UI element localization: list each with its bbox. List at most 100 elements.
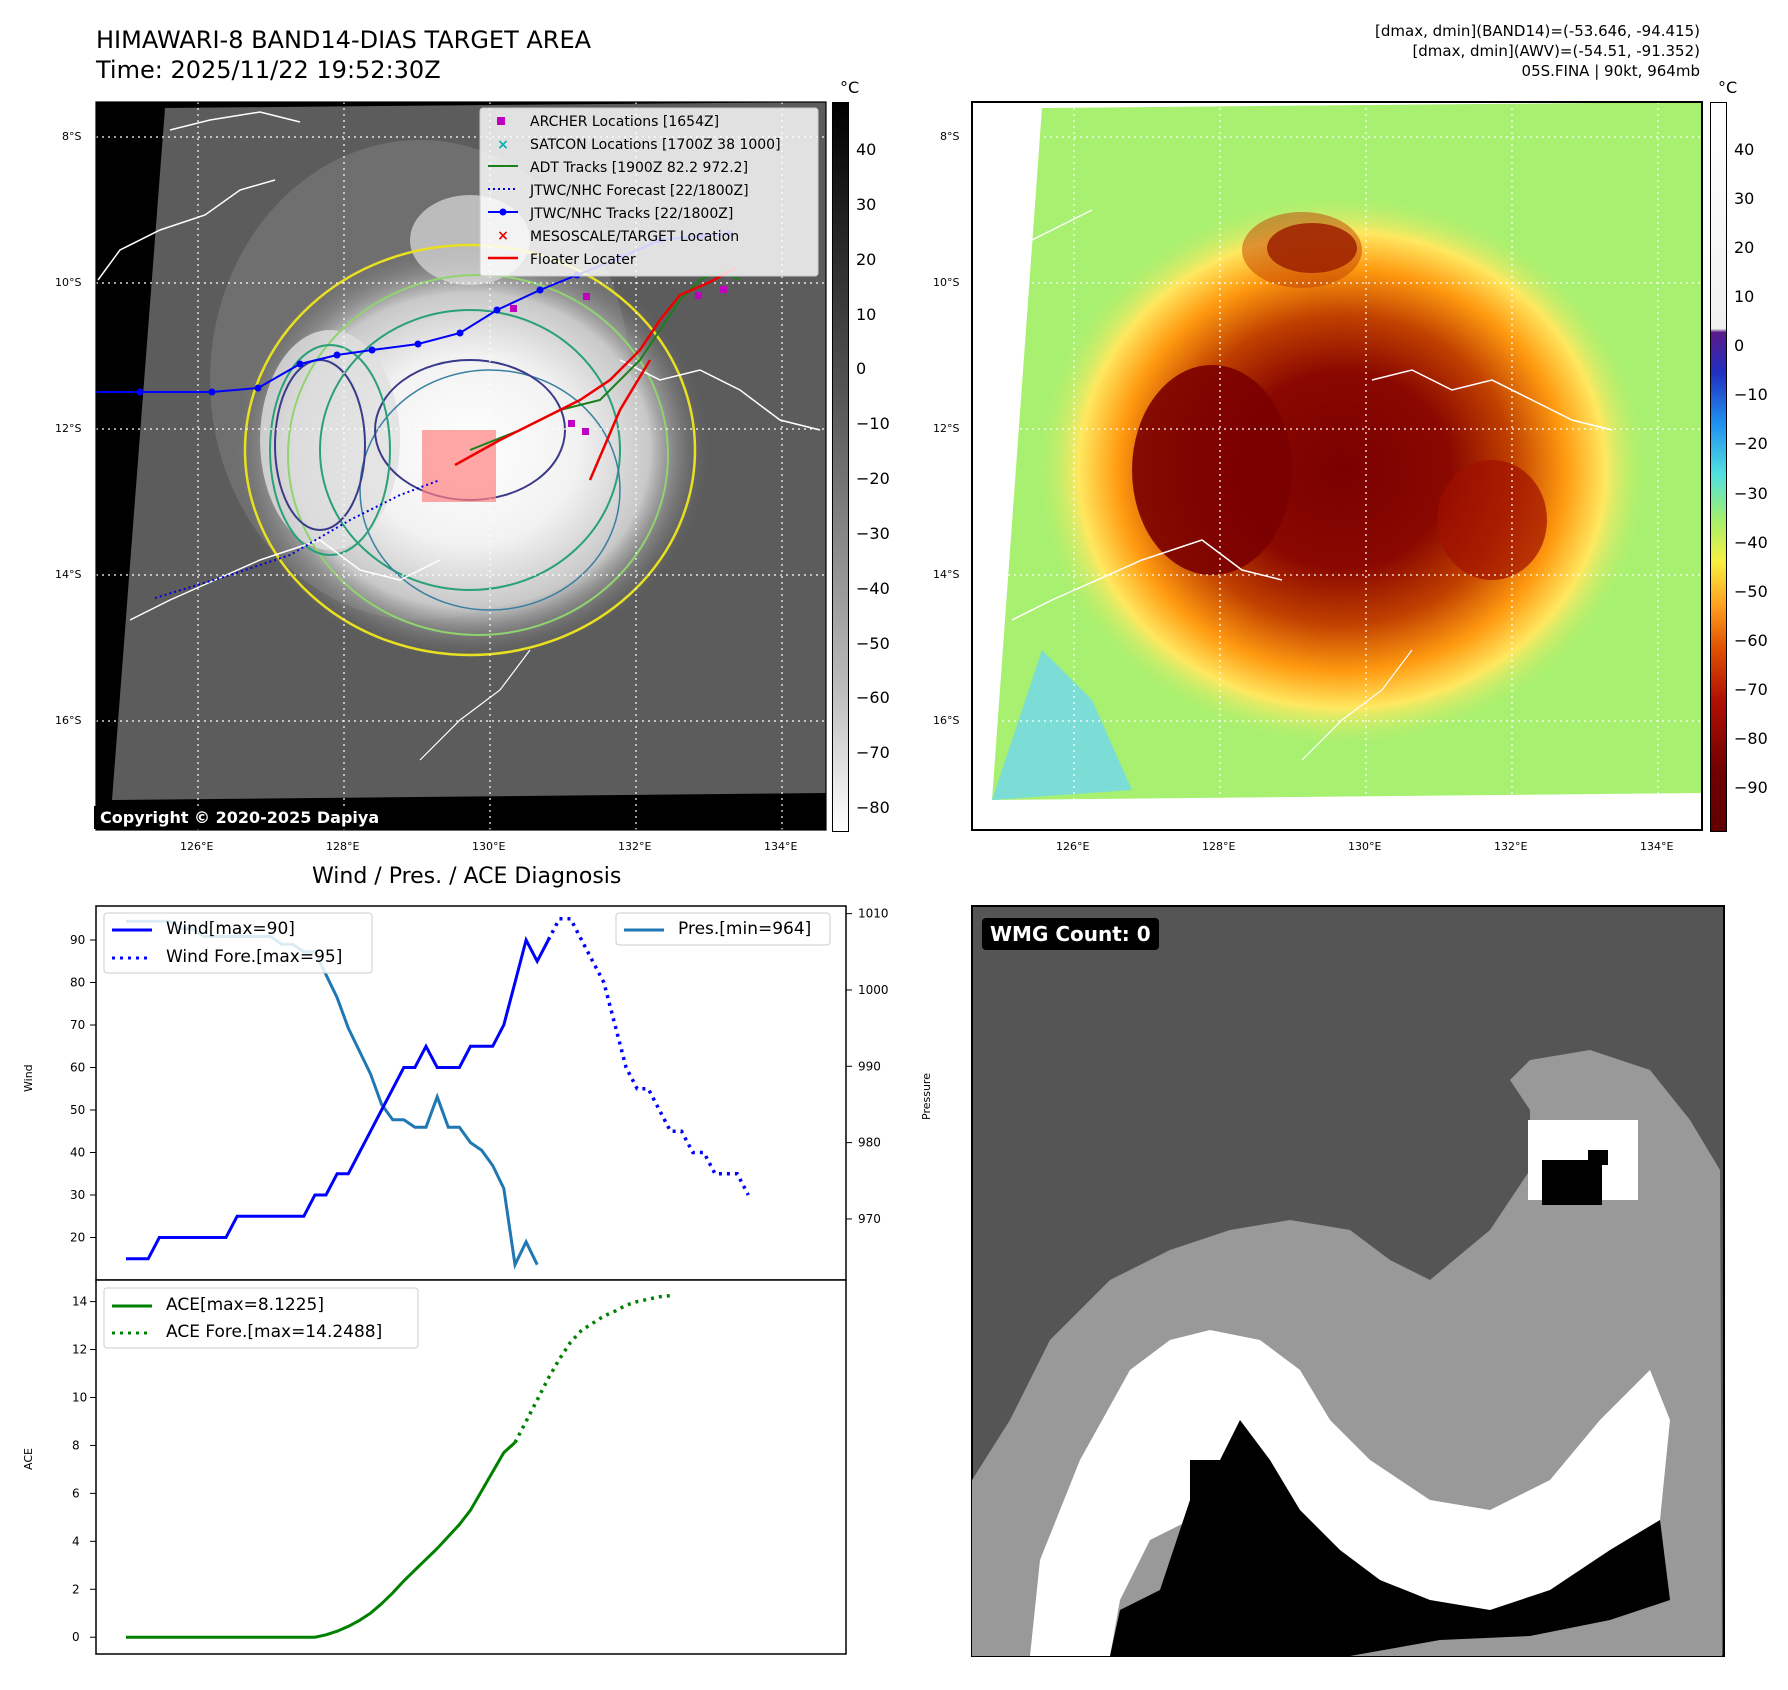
- legend-archer-marker: [497, 117, 505, 125]
- colorbar-tick: −80: [856, 798, 890, 817]
- wind-tick-label: 70: [70, 1018, 85, 1032]
- pressure-tick-label: 970: [858, 1212, 881, 1226]
- copyright-label: Copyright © 2020-2025 Dapiya: [94, 806, 386, 829]
- map-legend: [479, 107, 819, 277]
- legend-label-forecast: JTWC/NHC Forecast [22/1800Z]: [530, 183, 749, 199]
- colorbar-tick: −50: [856, 633, 890, 653]
- pressure-axis-label: Pressure: [920, 1073, 933, 1120]
- lat-tick-left: 16°S: [55, 714, 82, 727]
- colorbar-gray-unit: °C: [840, 78, 860, 97]
- legend-wind-fore-label: Wind Fore.[max=95]: [166, 947, 343, 967]
- ace-legend: [103, 1287, 419, 1349]
- coastline-right: [981, 209, 1093, 281]
- ace-tick-label: 12: [72, 1343, 87, 1357]
- wind-tick-label: 30: [70, 1188, 85, 1202]
- wind-series-line: [126, 935, 550, 1261]
- ace-forecast-series-line: [513, 1293, 671, 1444]
- wind-legend: [103, 912, 373, 974]
- colorbar-tick: 40: [1734, 140, 1755, 159]
- colorbar-gray: [832, 102, 849, 832]
- ace-tick-label: 4: [72, 1534, 80, 1548]
- legend-label-mesoscale: MESOSCALE/TARGET Location: [530, 229, 740, 245]
- legend-label-satcon: SATCON Locations [1700Z 38 1000]: [530, 137, 781, 153]
- ace-axis-label: ACE: [22, 1448, 35, 1470]
- ace-tick-label: 6: [72, 1486, 80, 1500]
- diagnosis-chart: 20 30 40 50 60 70 80 90 970 980 990 1000 1010 0 2 4 6 8…: [70, 905, 889, 1655]
- ace-tick-label: 14: [72, 1295, 87, 1309]
- legend-ace-label: ACE[max=8.1225]: [166, 1295, 324, 1315]
- lon-tick-left: 134°E: [764, 840, 798, 853]
- target-box: [422, 430, 496, 502]
- lat-tick-left: 10°S: [55, 276, 82, 289]
- info-line2: [dmax, dmin](AWV)=(-54.51, -91.352): [1412, 42, 1700, 60]
- wmg-count-badge: WMG Count: 0: [982, 918, 1159, 950]
- contour-blue: [359, 369, 621, 611]
- colorbar-color: [1710, 102, 1727, 832]
- wind-tick-label: 90: [70, 933, 85, 947]
- lat-tick-left: 12°S: [55, 422, 82, 435]
- legend-ace-fore-label: ACE Fore.[max=14.2488]: [166, 1322, 383, 1342]
- colorbar-tick: −20: [856, 469, 890, 488]
- ace-tick-label: 0: [72, 1630, 80, 1644]
- wmg-eye-black: [1542, 1160, 1602, 1205]
- wind-forecast-series-line: [546, 917, 750, 1196]
- cold-cloud-mass: [1032, 190, 1652, 750]
- lat-tick-right: 8°S: [940, 130, 960, 143]
- wind-tick-label: 20: [70, 1231, 85, 1245]
- info-line3: 05S.FINA | 90kt, 964mb: [1521, 62, 1700, 80]
- wind-tick-label: 80: [70, 976, 85, 990]
- colorbar-tick: −60: [856, 688, 890, 708]
- legend-label-archer: ARCHER Locations [1654Z]: [530, 114, 720, 130]
- lon-tick-left: 128°E: [326, 840, 360, 853]
- wind-tick-label: 50: [70, 1103, 85, 1117]
- map-legend-items: × ×: [488, 117, 518, 260]
- lon-tick-right: 130°E: [1348, 840, 1382, 853]
- lon-tick-left: 126°E: [180, 840, 214, 853]
- legend-label-adt: ADT Tracks [1900Z 82.2 972.2]: [530, 160, 749, 176]
- colorbar-tick: −20: [1734, 434, 1768, 454]
- ace-tick-label: 8: [72, 1438, 80, 1452]
- wind-tick-label: 40: [70, 1146, 85, 1160]
- contour-yellow: [243, 243, 697, 657]
- ace-tick-label: 10: [72, 1390, 87, 1404]
- lat-tick-left: 14°S: [55, 568, 82, 581]
- lat-tick-right: 12°S: [933, 422, 960, 435]
- colorbar-tick: −60: [1734, 630, 1768, 650]
- colorbar-tick: 0: [856, 359, 867, 379]
- lon-tick-right: 132°E: [1494, 840, 1528, 853]
- lon-tick-right: 128°E: [1202, 840, 1236, 853]
- colorbar-tick: −10: [1734, 385, 1768, 405]
- lon-tick-right: 134°E: [1640, 840, 1674, 853]
- ir-map-panel: × ×: [95, 101, 827, 831]
- legend-satcon-marker: ×: [497, 137, 509, 153]
- colorbar-tick: −10: [856, 414, 890, 434]
- colorbar-tick: −40: [1734, 532, 1768, 552]
- legend-label-floater: Floater Locater: [530, 252, 636, 268]
- legend-label-tracks: JTWC/NHC Tracks [22/1800Z]: [530, 206, 734, 222]
- colorbar-color-unit: °C: [1718, 78, 1738, 97]
- colorbar-tick: −30: [856, 523, 890, 543]
- lat-tick-left: 8°S: [62, 130, 82, 143]
- info-line1: [dmax, dmin](BAND14)=(-53.646, -94.415): [1375, 22, 1700, 40]
- lat-tick-right: 14°S: [933, 568, 960, 581]
- figure-title-line2: Time: 2025/11/22 19:52:30Z: [96, 56, 441, 84]
- lat-tick-right: 10°S: [933, 276, 960, 289]
- contour-lightgreen: [287, 274, 669, 636]
- wmg-white-band: [1030, 1330, 1670, 1656]
- legend-pres-label: Pres.[min=964]: [678, 919, 812, 939]
- lon-tick-left: 132°E: [618, 840, 652, 853]
- colorbar-tick: 0: [1734, 336, 1745, 356]
- colorbar-tick: −30: [1734, 483, 1768, 503]
- colorbar-tick: −40: [856, 578, 890, 598]
- wind-tick-label: 60: [70, 1061, 85, 1075]
- pressure-tick-label: 1000: [858, 983, 889, 997]
- legend-wind-label: Wind[max=90]: [166, 919, 295, 939]
- colorbar-tick: 30: [1734, 189, 1755, 209]
- coastline: [97, 179, 276, 281]
- pressure-tick-label: 990: [858, 1059, 881, 1073]
- lon-tick-left: 130°E: [472, 840, 506, 853]
- ace-series-line: [126, 1441, 517, 1639]
- lon-tick-right: 126°E: [1056, 840, 1090, 853]
- lat-tick-right: 16°S: [933, 714, 960, 727]
- diagnosis-title: Wind / Pres. / ACE Diagnosis: [312, 864, 622, 889]
